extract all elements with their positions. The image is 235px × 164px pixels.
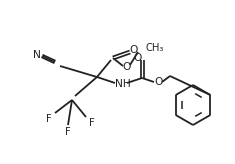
Text: O: O [123, 62, 131, 72]
Text: O: O [130, 45, 138, 55]
Text: F: F [46, 114, 52, 124]
Text: O: O [134, 53, 142, 63]
Text: F: F [89, 118, 95, 128]
Text: NH: NH [115, 79, 131, 89]
Text: N: N [33, 50, 41, 60]
Text: F: F [65, 127, 71, 137]
Text: CH₃: CH₃ [146, 43, 164, 53]
Text: O: O [155, 77, 163, 87]
